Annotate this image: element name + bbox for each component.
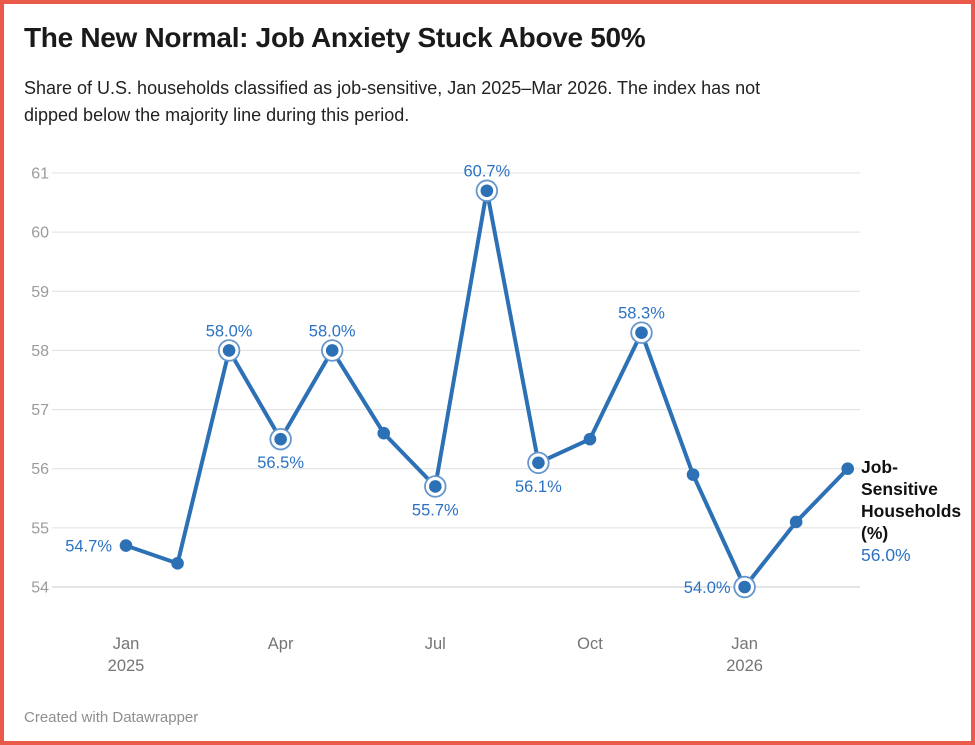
x-tick-label: Jan	[113, 635, 140, 653]
data-point[interactable]	[325, 344, 339, 357]
point-value-label: 58.0%	[309, 322, 356, 340]
y-tick-label: 59	[31, 284, 49, 301]
point-value-label: 54.0%	[684, 579, 731, 597]
point-value-label: 56.5%	[257, 454, 304, 472]
y-tick-label: 55	[31, 520, 49, 537]
data-point[interactable]	[480, 184, 494, 198]
data-point[interactable]	[429, 480, 442, 493]
data-point[interactable]	[635, 326, 648, 339]
subtitle-line: Share of U.S. households classified as j…	[24, 78, 761, 98]
chart-subtitle: Share of U.S. households classified as j…	[24, 75, 760, 129]
data-point[interactable]	[274, 432, 287, 446]
point-value-label: 56.1%	[515, 478, 562, 496]
y-tick-label: 60	[31, 225, 49, 242]
data-point[interactable]	[222, 344, 236, 357]
line-chart: 54 55 56 57 58 59 60 61 Jan 2025 Apr Jul Oct Jan 2026 5…	[31, 163, 860, 675]
data-point[interactable]	[686, 468, 700, 481]
data-point[interactable]	[789, 515, 803, 529]
x-tick-label: 2025	[108, 657, 145, 675]
point-value-label: 54.7%	[65, 538, 112, 556]
subtitle-line: dipped below the majority line during th…	[24, 105, 410, 125]
y-tick-label: 58	[31, 343, 49, 360]
data-point[interactable]	[377, 426, 391, 440]
point-value-label: 60.7%	[463, 163, 510, 181]
y-tick-label: 57	[31, 402, 49, 419]
chart-title: The New Normal: Job Anxiety Stuck Above …	[24, 22, 646, 53]
legend-series-value: 56.0%	[861, 545, 911, 565]
point-value-label: 58.0%	[206, 322, 253, 340]
x-tick-label: Oct	[577, 635, 603, 653]
legend-series-label: Job-Sensitive Households (%)	[861, 457, 962, 543]
x-tick-label: 2026	[726, 657, 763, 675]
data-point[interactable]	[583, 432, 597, 446]
datawrapper-credit-link[interactable]: Created with Datawrapper	[24, 709, 199, 726]
data-point[interactable]	[841, 462, 854, 476]
point-value-label: 58.3%	[618, 305, 665, 323]
point-value-label: 55.7%	[412, 501, 459, 519]
x-tick-label: Jan	[731, 635, 758, 653]
data-point[interactable]	[532, 456, 545, 470]
y-tick-label: 56	[31, 461, 49, 478]
x-tick-label: Jul	[425, 635, 446, 653]
data-point[interactable]	[738, 580, 751, 594]
data-point[interactable]	[171, 557, 184, 570]
data-point[interactable]	[119, 539, 133, 552]
legend: Job-Sensitive Households (%) 56.0%	[861, 456, 967, 566]
y-tick-label: 54	[31, 580, 49, 597]
y-tick-label: 61	[31, 166, 49, 183]
x-tick-label: Apr	[268, 635, 294, 653]
